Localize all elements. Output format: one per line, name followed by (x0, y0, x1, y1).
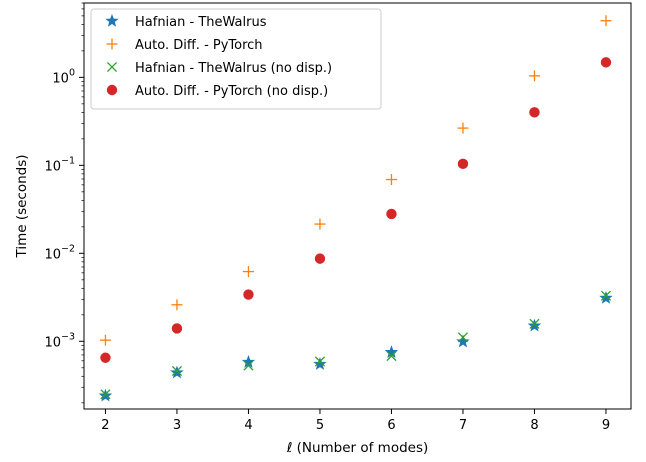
data-point (314, 253, 326, 264)
data-point (314, 218, 326, 230)
series-1 (98, 290, 613, 402)
y-tick-label: 10−2 (44, 243, 75, 262)
data-point (600, 15, 612, 27)
y-axis-label: Time (seconds) (14, 154, 30, 258)
data-point (242, 266, 254, 278)
data-point (314, 356, 326, 367)
legend-entry: Auto. Diff. - PyTorch (no disp.) (106, 84, 328, 99)
x-tick-label: 4 (244, 418, 252, 433)
data-point (386, 350, 397, 362)
series-2 (99, 15, 612, 346)
data-point (529, 107, 540, 118)
legend-entry: Hafnian - TheWalrus (105, 13, 267, 30)
data-point (527, 318, 542, 332)
legend-entry: Auto. Diff. - PyTorch (106, 38, 263, 53)
data-point (457, 158, 469, 170)
legend-box (90, 8, 382, 110)
y-tick-label: 100 (52, 67, 75, 86)
y-tick-label: 10−3 (44, 331, 75, 350)
series-3 (100, 290, 612, 400)
legend-marker (105, 13, 119, 27)
data-point (457, 332, 469, 343)
data-point (98, 388, 113, 402)
legend-label: Auto. Diff. - PyTorch (no disp.) (135, 84, 328, 99)
x-tick-label: 2 (101, 418, 109, 433)
data-point (100, 389, 111, 400)
legend-marker (106, 38, 118, 50)
legend-marker (106, 61, 118, 73)
data-point (243, 360, 254, 371)
data-point (171, 299, 183, 311)
legend: Hafnian - TheWalrus Auto. Diff. - PyTorch… (90, 8, 382, 110)
data-point (457, 122, 469, 134)
x-tick-label: 6 (387, 418, 395, 433)
data-point (600, 57, 612, 68)
data-point (600, 290, 612, 301)
data-point (313, 357, 327, 370)
x-tick-label: 7 (459, 418, 467, 433)
data-point (170, 365, 184, 379)
legend-label: Auto. Diff. - PyTorch (135, 38, 263, 53)
data-marks (98, 15, 613, 402)
series-4 (100, 57, 612, 363)
data-point (386, 208, 397, 220)
data-point (171, 323, 183, 334)
x-tick-label: 8 (530, 418, 538, 433)
legend-label: Hafnian - TheWalrus (no disp.) (135, 61, 332, 76)
legend-marker (106, 84, 118, 96)
x-tick-label: 3 (173, 418, 181, 433)
data-point (529, 318, 540, 329)
legend-entry: Hafnian - TheWalrus (no disp.) (106, 61, 332, 76)
y-tick-label: 10−1 (44, 155, 75, 174)
data-point (599, 290, 613, 304)
data-point (528, 70, 540, 82)
data-point (456, 334, 470, 348)
axes-frame (83, 2, 632, 410)
data-point (384, 345, 399, 358)
legend-label: Hafnian - TheWalrus (135, 15, 267, 30)
data-point (171, 365, 183, 377)
x-tick-label: 9 (602, 418, 610, 433)
x-axis-label: ℓ (Number of modes) (286, 440, 429, 456)
data-point (243, 289, 254, 300)
data-point (99, 334, 111, 346)
axes: 2 3 4 5 6 7 8 9 10−3 10−2 10−1 100 (44, 2, 632, 433)
x-tick-label: 5 (316, 418, 324, 433)
data-point (100, 352, 111, 363)
data-point (385, 174, 397, 186)
